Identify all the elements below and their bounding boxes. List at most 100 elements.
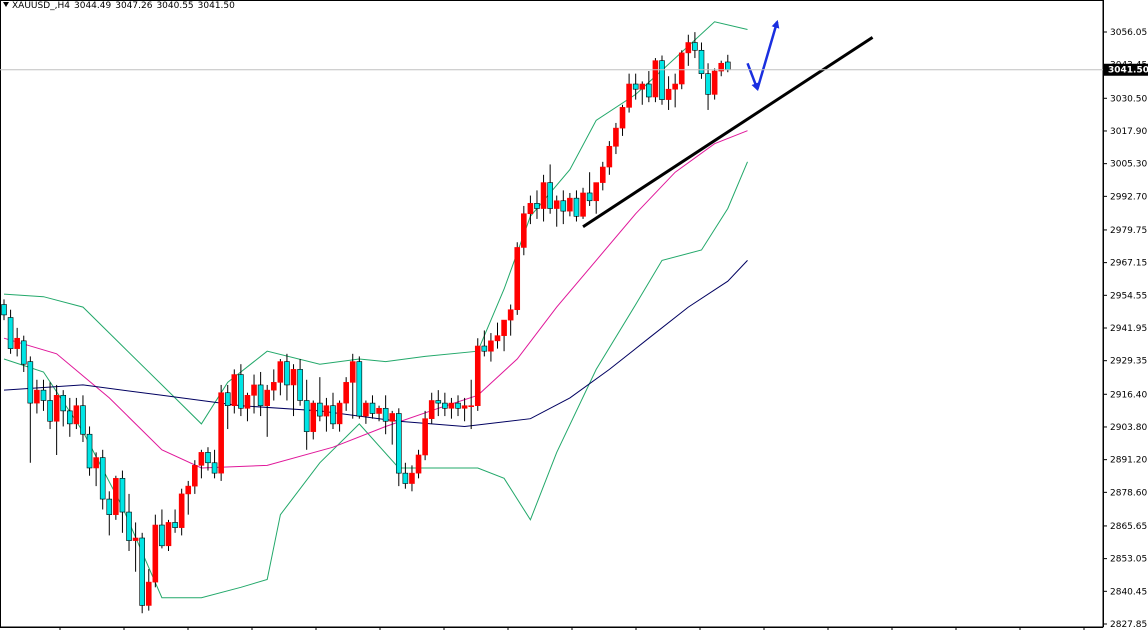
candle: [73, 397, 80, 430]
candle-body: [521, 213, 527, 248]
candle: [448, 397, 455, 419]
candle-body: [165, 522, 172, 547]
candle: [231, 369, 238, 414]
candle: [435, 390, 442, 417]
bollinger-lower-line: [3, 161, 748, 599]
candle: [290, 364, 297, 417]
candle-body: [99, 457, 106, 500]
candle: [40, 379, 47, 411]
candle: [580, 187, 586, 219]
candle-body: [1, 304, 7, 316]
candle: [165, 519, 172, 551]
candle: [626, 73, 632, 113]
candle: [132, 522, 139, 572]
candle: [646, 71, 652, 103]
candle: [53, 384, 60, 455]
candle-body: [435, 400, 442, 404]
candle: [244, 392, 251, 422]
candle: [665, 76, 672, 110]
candle-body: [692, 42, 698, 51]
candle-body: [349, 361, 356, 383]
candle: [461, 397, 468, 422]
candle: [692, 32, 698, 59]
candle-body: [34, 389, 40, 404]
y-tick-label: 2979.75: [1110, 226, 1147, 236]
candle-body: [73, 405, 80, 425]
candle: [317, 377, 323, 422]
candle: [356, 356, 363, 419]
candle-body: [395, 413, 402, 474]
candle-body: [303, 400, 310, 432]
candle-body: [47, 400, 53, 422]
candle: [593, 182, 600, 214]
candle-body: [119, 478, 126, 513]
candle-body: [317, 402, 323, 417]
y-tick-label: 2840.45: [1110, 587, 1147, 597]
candle: [501, 319, 507, 352]
candle: [553, 195, 560, 227]
y-tick-label: 2853.05: [1110, 555, 1147, 565]
candle-body: [132, 537, 139, 541]
candle-body: [330, 405, 336, 425]
y-tick-label: 2903.80: [1110, 423, 1147, 433]
candle: [560, 190, 567, 225]
current-price-label-bg: [1104, 63, 1148, 76]
candle: [521, 205, 527, 256]
candle: [284, 353, 290, 401]
candle: [251, 374, 257, 414]
candle: [178, 488, 185, 536]
candle-body: [67, 410, 73, 425]
candle: [534, 190, 540, 219]
candle: [34, 379, 40, 414]
candle: [60, 390, 67, 427]
candle: [540, 174, 547, 222]
y-tick-label: 3030.50: [1110, 94, 1147, 104]
y-tick-label: 2992.70: [1110, 192, 1147, 202]
candle: [606, 141, 613, 175]
candle: [139, 532, 145, 614]
candle-body: [198, 452, 205, 466]
candle-body: [277, 361, 284, 383]
candle: [685, 34, 692, 66]
candle: [494, 322, 501, 349]
candle-body: [389, 413, 396, 422]
candle: [27, 356, 34, 463]
candle-body: [363, 402, 369, 417]
candle-body: [705, 73, 711, 95]
candle-body: [698, 49, 705, 74]
candle-body: [514, 247, 521, 311]
candle: [67, 397, 73, 437]
candle-body: [428, 400, 435, 419]
open-value: 3044.49: [74, 1, 112, 11]
candle-body: [613, 127, 619, 147]
candle: [619, 104, 626, 136]
candle-body: [297, 369, 303, 401]
candle: [145, 569, 152, 611]
candle: [330, 392, 336, 430]
candle-body: [356, 361, 363, 417]
candle-body: [659, 60, 665, 100]
candle: [613, 122, 619, 155]
candle: [172, 509, 178, 533]
candle-body: [93, 457, 99, 469]
candle: [567, 192, 573, 217]
candle-body: [152, 524, 159, 583]
candle-body: [244, 395, 251, 409]
candle: [586, 172, 593, 206]
candle-body: [527, 203, 534, 215]
candle: [185, 480, 192, 515]
candle-body: [376, 407, 382, 414]
y-tick-label: 2878.60: [1110, 488, 1147, 498]
candle-body: [507, 309, 514, 321]
candle-body: [593, 182, 600, 202]
y-tick-label: 2916.40: [1110, 390, 1147, 400]
candle-body: [409, 472, 415, 484]
candle: [277, 359, 284, 396]
current-price-label: 3041.50: [1108, 66, 1148, 76]
menu-triangle-icon[interactable]: [3, 2, 9, 7]
forecast-arrow: [756, 19, 780, 90]
candle-body: [599, 166, 606, 183]
candle-body: [178, 493, 185, 528]
